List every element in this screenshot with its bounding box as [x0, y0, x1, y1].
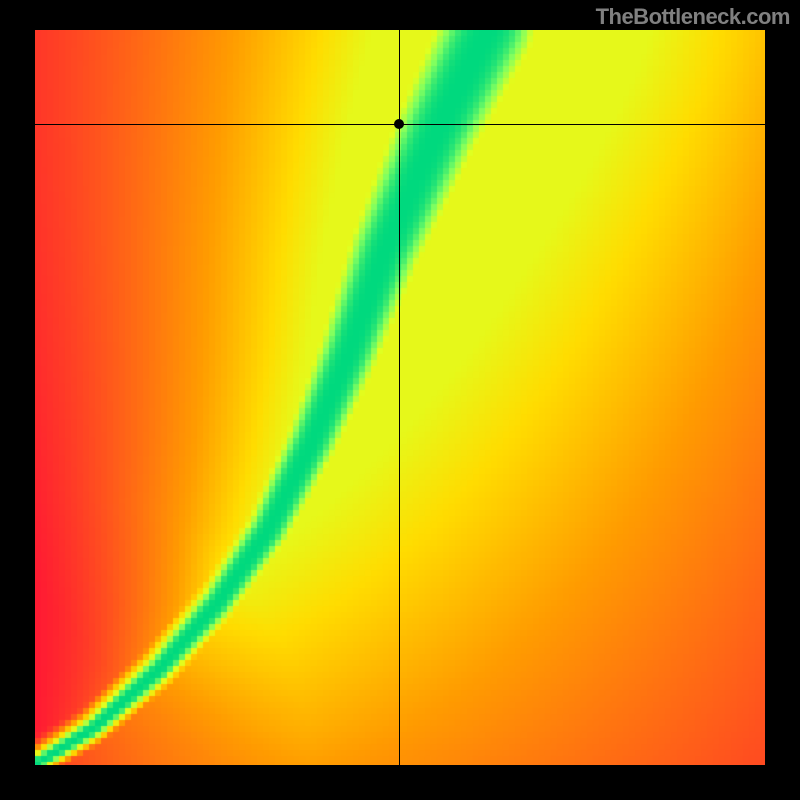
watermark-label: TheBottleneck.com — [596, 4, 790, 30]
plot-area — [35, 30, 765, 765]
crosshair-marker — [394, 119, 404, 129]
heatmap-canvas — [35, 30, 765, 765]
crosshair-vertical — [399, 30, 400, 765]
chart-container: TheBottleneck.com — [0, 0, 800, 800]
